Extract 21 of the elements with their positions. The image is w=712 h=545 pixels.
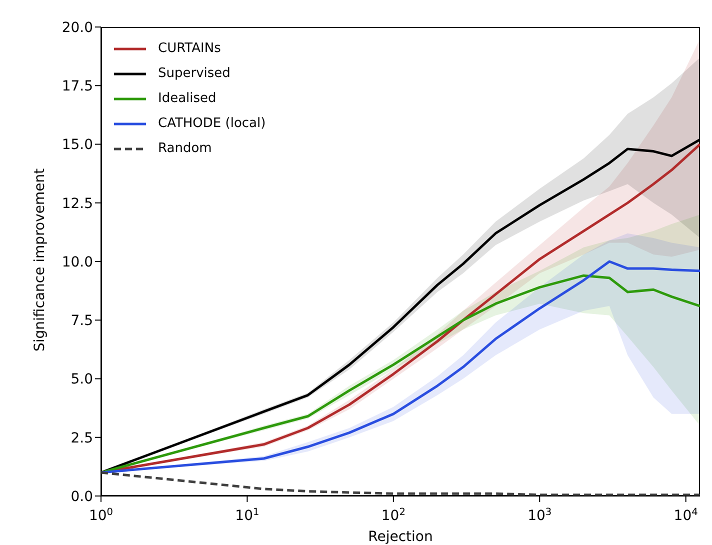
legend-label: Idealised [158, 90, 216, 108]
x-tick-label: 10$^{1}$ [235, 506, 260, 524]
y-tick-label: 12.5 [62, 196, 93, 212]
legend-label: Supervised [158, 65, 230, 83]
legend-label: CATHODE (local) [158, 115, 266, 133]
y-tick-label: 0.0 [70, 488, 93, 505]
y-tick-label: 5.0 [70, 372, 93, 388]
legend-label: Random [158, 140, 212, 158]
y-tick-label: 20.0 [62, 20, 93, 36]
legend-label: CURTAINs [158, 40, 221, 58]
y-tick-label: 2.5 [70, 430, 93, 446]
x-tick-label: 10$^{2}$ [381, 506, 406, 524]
x-axis-title: Rejection [368, 529, 433, 545]
x-tick-label: 10$^{4}$ [674, 506, 698, 524]
x-tick-label: 10$^{3}$ [528, 506, 552, 524]
x-tick-label: 10$^{0}$ [88, 506, 114, 524]
y-tick-label: 10.0 [62, 254, 93, 270]
y-tick-label: 17.5 [62, 78, 93, 95]
y-tick-label: 7.5 [70, 313, 93, 330]
y-axis-title: Significance improvement [32, 168, 48, 352]
y-tick-label: 15.0 [62, 137, 93, 154]
